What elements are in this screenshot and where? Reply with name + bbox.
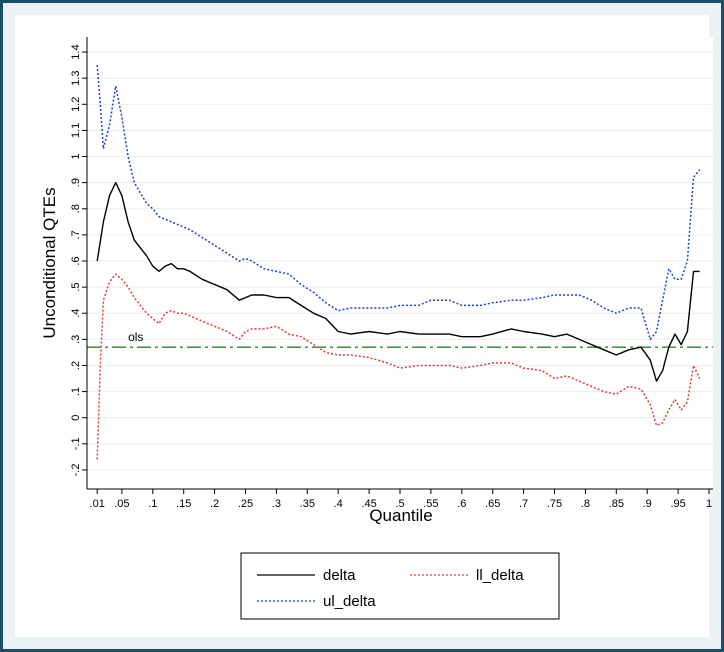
x-tick-label: .05 <box>114 498 129 510</box>
series-line-ll-delta <box>96 273 701 460</box>
y-tick-label: 1.3 <box>70 71 82 86</box>
x-axis-title: Quantile <box>369 506 432 525</box>
y-tick-label: -.2 <box>70 464 82 477</box>
x-tick-label: .7 <box>519 498 528 510</box>
ols-reference: ols <box>87 330 713 348</box>
x-tick-label: .45 <box>361 498 376 510</box>
series-lines <box>96 65 701 460</box>
y-axis-ticks: -.2 -.1 0 .1 .2 .3 .4 .5 .6 .7 .8 .9 1 1.1 1.2 1.3 1.4 <box>70 44 87 476</box>
x-tick-label: .9 <box>643 498 652 510</box>
y-tick-label: .7 <box>70 230 82 239</box>
plot-area <box>87 37 713 489</box>
legend: delta ll_delta ul_delta <box>240 552 560 620</box>
legend-label-ul-delta: ul_delta <box>323 593 376 610</box>
x-tick-label: .55 <box>423 498 438 510</box>
x-tick-label: .15 <box>176 498 191 510</box>
x-tick-label: .2 <box>210 498 219 510</box>
y-tick-label: .9 <box>70 178 82 187</box>
y-tick-label: 1.1 <box>70 123 82 138</box>
x-tick-label: .75 <box>547 498 562 510</box>
legend-label-delta: delta <box>323 567 356 584</box>
y-tick-label: .1 <box>70 387 82 396</box>
x-tick-label: .8 <box>581 498 590 510</box>
y-tick-label: 0 <box>70 415 82 421</box>
x-tick-label: .35 <box>300 498 315 510</box>
x-tick-label: .1 <box>148 498 157 510</box>
y-tick-label: 1.4 <box>70 44 82 59</box>
x-tick-label: .25 <box>238 498 253 510</box>
x-tick-label: .6 <box>457 498 466 510</box>
y-tick-label: .6 <box>70 256 82 265</box>
x-tick-label: .3 <box>272 498 281 510</box>
y-axis-title: Unconditional QTEs <box>40 187 59 338</box>
y-tick-label: -.1 <box>70 437 82 450</box>
x-tick-label: 1 <box>706 498 712 510</box>
x-tick-label: .4 <box>334 498 343 510</box>
x-tick-label: .65 <box>485 498 500 510</box>
x-tick-label: .01 <box>90 498 105 510</box>
ols-reference-label: ols <box>128 330 143 344</box>
series-line-ul-delta <box>96 65 701 341</box>
x-axis-ticks: .01 .05 .1 .15 .2 .25 .3 .35 .4 .45 .5 .55 .6 .65 .7 .7… <box>90 489 712 510</box>
y-tick-label: .8 <box>70 204 82 213</box>
y-tick-label: 1.2 <box>70 97 82 112</box>
series-line-delta <box>96 181 700 382</box>
y-tick-label: .2 <box>70 361 82 370</box>
x-tick-label: .85 <box>609 498 624 510</box>
legend-box <box>240 552 560 620</box>
y-tick-label: .5 <box>70 283 82 292</box>
legend-label-ll-delta: ll_delta <box>476 567 524 584</box>
x-tick-label: .5 <box>395 498 404 510</box>
y-tick-label: 1 <box>70 153 82 159</box>
gridlines <box>87 51 713 471</box>
x-tick-label: .95 <box>670 498 685 510</box>
y-tick-label: .3 <box>70 335 82 344</box>
y-tick-label: .4 <box>70 309 82 318</box>
qte-line-chart: ols -.2-.10.1.2.3.4.5.6.7.8.911.11.21.31… <box>15 15 713 637</box>
